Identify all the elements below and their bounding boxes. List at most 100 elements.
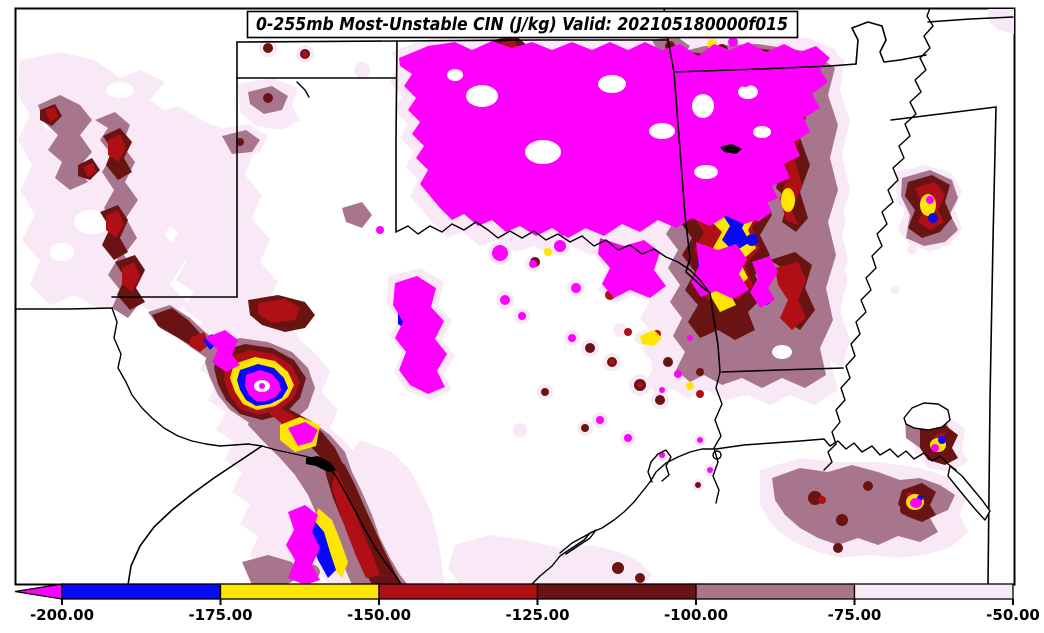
contour-region-pp-dot <box>513 423 527 437</box>
sabine-lake-outline <box>712 450 722 460</box>
contour-region-mr-dot <box>585 343 595 353</box>
contour-region-pp-bigbend-east <box>352 440 445 585</box>
oklahoma-missouri-border-line <box>667 39 675 73</box>
contour-region-rd-chain-tx <box>190 332 210 352</box>
colorbar-tick-label: -75.00 <box>828 606 882 624</box>
mississippi-river-line <box>823 7 934 471</box>
mississippi-delta-outline <box>947 465 991 521</box>
contour-hole <box>50 243 74 261</box>
title-box: 0-255mb Most-Unstable CIN (J/kg) Valid: … <box>246 10 799 39</box>
contour-region-mr-dot <box>236 138 244 146</box>
contour-region-pp-dot <box>891 286 899 294</box>
colorbar-tick-labels: -200.00 -175.00 -150.00 -125.00 -100.00 … <box>30 606 1040 624</box>
contour-region-rd-corner <box>258 299 300 323</box>
gulf-coastline <box>530 438 957 586</box>
contour-region-mg-dot <box>926 196 934 204</box>
tennessee-kentucky-border-line <box>927 16 1014 23</box>
contour-region-mr-dot <box>635 573 645 583</box>
contour-region-mr-dot <box>663 357 673 367</box>
contour-hole <box>106 82 134 98</box>
contour-region-mr-dot <box>581 424 589 432</box>
contour-region-mg-swok <box>393 276 447 394</box>
contour-region-mg-dot <box>596 416 604 424</box>
contour-region-rd-eastok-se <box>775 262 806 330</box>
colorbar-tick-label: -125.00 <box>505 606 569 624</box>
texas-arkansas-border-line <box>709 292 721 373</box>
contour-region-mg-lobe1 <box>542 170 616 236</box>
lake-eufaula <box>720 144 742 154</box>
contour-region-mr-dot <box>263 93 273 103</box>
contour-hole <box>649 123 675 139</box>
contour-region-bl-serranias <box>310 518 336 578</box>
contour-region-rd-dot <box>637 382 643 388</box>
contour-region-mr-dot <box>696 368 704 376</box>
contour-region-mr-chain-tx <box>152 308 200 346</box>
contour-region-mg-dot <box>931 444 939 452</box>
kansas-south-border-line <box>236 39 669 43</box>
red-river-border-line <box>395 221 711 294</box>
contour-region-rd-dot <box>696 390 704 398</box>
colorbar-segment-pale-pink <box>853 583 1014 600</box>
contour-region-mr-dot <box>263 43 273 53</box>
sabine-river-border-line <box>712 371 723 504</box>
contour-hole <box>753 126 771 138</box>
contour-region-mr-dot <box>695 482 701 488</box>
tennessee-mississippi-border-line <box>890 106 997 121</box>
contour-region-mg-dot <box>659 387 665 393</box>
contour-hole <box>772 345 792 359</box>
contour-region-mr-dot <box>833 543 843 553</box>
contour-region-yl-eastok4 <box>781 188 795 212</box>
colorbar-segment-blue <box>61 583 222 600</box>
contour-region-mg-dot <box>624 434 632 442</box>
contour-region-pp-dot <box>613 323 627 337</box>
contour-region-mg-davis-core <box>259 383 265 389</box>
lake-pontchartrain-outline <box>903 402 951 431</box>
contour-region-pp-ne-corner <box>988 9 1014 34</box>
contour-hole <box>525 140 561 164</box>
contour-region-yl-etx <box>640 330 662 346</box>
contour-region-mg-lobe3 <box>691 242 749 299</box>
colorbar: -200.00 -175.00 -150.00 -125.00 -100.00 … <box>14 583 1040 624</box>
contour-region-rd-dot <box>624 328 632 336</box>
contour-region-mg-delta-core <box>910 498 922 508</box>
contour-region-mg-riogrande-up <box>288 422 318 446</box>
contour-region-mv-sbottom <box>242 555 300 585</box>
colorbar-ticks <box>61 599 1014 605</box>
contour-region-bl-dot <box>938 436 946 444</box>
contour-region-mr-dot <box>655 395 665 405</box>
texas-oklahoma-100w-border-line <box>395 40 398 233</box>
colorbar-under-arrow <box>14 583 63 600</box>
arkansas-louisiana-border-line <box>721 367 844 373</box>
contour-region-mr-dot <box>541 388 549 396</box>
missouri-bootheel-border-line <box>851 21 927 65</box>
mississippi-alabama-border-line <box>987 106 997 586</box>
colorbar-tick-label: -50.00 <box>986 606 1040 624</box>
contour-region-mr-dot <box>612 562 624 574</box>
contour-region-yl-dot <box>686 382 694 390</box>
contour-region-mg-eastok2 <box>750 256 778 308</box>
contour-region-rd-dot <box>609 359 615 365</box>
contour-region-mr-dot <box>863 481 873 491</box>
contour-region-mg-dot <box>738 73 752 87</box>
colorbar-segment-dark-red <box>536 583 697 600</box>
page-title: 0-255mb Most-Unstable CIN (J/kg) Valid: … <box>256 14 788 35</box>
colorbar-tick-label: -150.00 <box>347 606 411 624</box>
contour-region-mg-dot <box>518 312 526 320</box>
lake-amistad <box>306 456 336 472</box>
contour-region-mg-davis-nw <box>205 330 240 372</box>
contour-region-pp-coastal <box>448 535 652 585</box>
colorbar-tick-label: -100.00 <box>664 606 728 624</box>
contour-region-mv-panhandle <box>342 202 372 228</box>
new-mexico-mexico-border-line <box>14 307 113 310</box>
contour-region-rd-nm3 <box>122 262 140 292</box>
rio-grande-border-line <box>111 307 403 586</box>
contour-region-rd-nm2 <box>106 210 124 238</box>
contour-region-rd-bigbend <box>332 470 380 578</box>
contour-region-mg-eastok1 <box>748 162 772 222</box>
contour-hole <box>692 94 714 118</box>
contour-hole <box>447 69 463 81</box>
contour-region-bl-dot <box>928 213 938 223</box>
contour-region-mg-dot <box>492 245 508 261</box>
contour-region-mg-serranias <box>286 505 320 585</box>
